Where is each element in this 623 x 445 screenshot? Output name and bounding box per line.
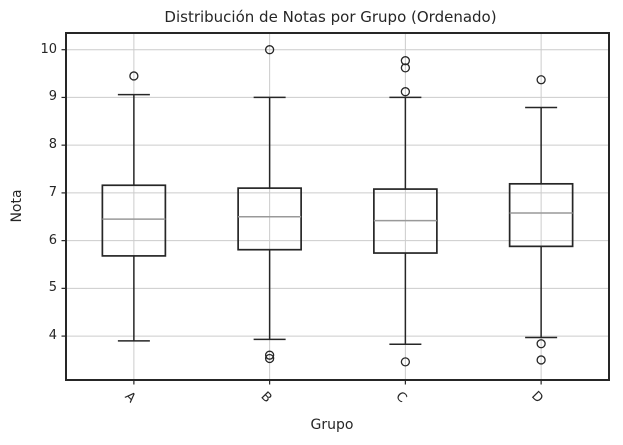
box-A [101,184,167,257]
outlier-C [400,87,411,97]
plot-border [65,32,610,381]
outlier-A [129,71,139,81]
y-tick-label: 6 [48,232,57,248]
box-D [508,182,574,248]
outlier-D [536,339,546,349]
outlier-B [264,353,275,364]
y-tick-label: 4 [48,328,57,344]
outlier-B [264,350,275,360]
x-axis-label: Grupo [310,417,354,433]
y-tick-label: 5 [48,280,57,296]
y-tick-label: 10 [40,41,57,57]
outlier-C [400,357,411,367]
outlier-B [264,45,275,55]
box-B [237,187,302,251]
outlier-D [536,355,546,365]
outlier-C [400,63,411,73]
outlier-C [400,56,411,66]
y-tick-label: 7 [48,184,57,200]
chart-title: Distribución de Notas por Grupo (Ordenad… [164,8,497,26]
y-tick-label: 8 [48,137,57,153]
y-tick-label: 9 [48,89,57,105]
outlier-D [536,75,546,85]
